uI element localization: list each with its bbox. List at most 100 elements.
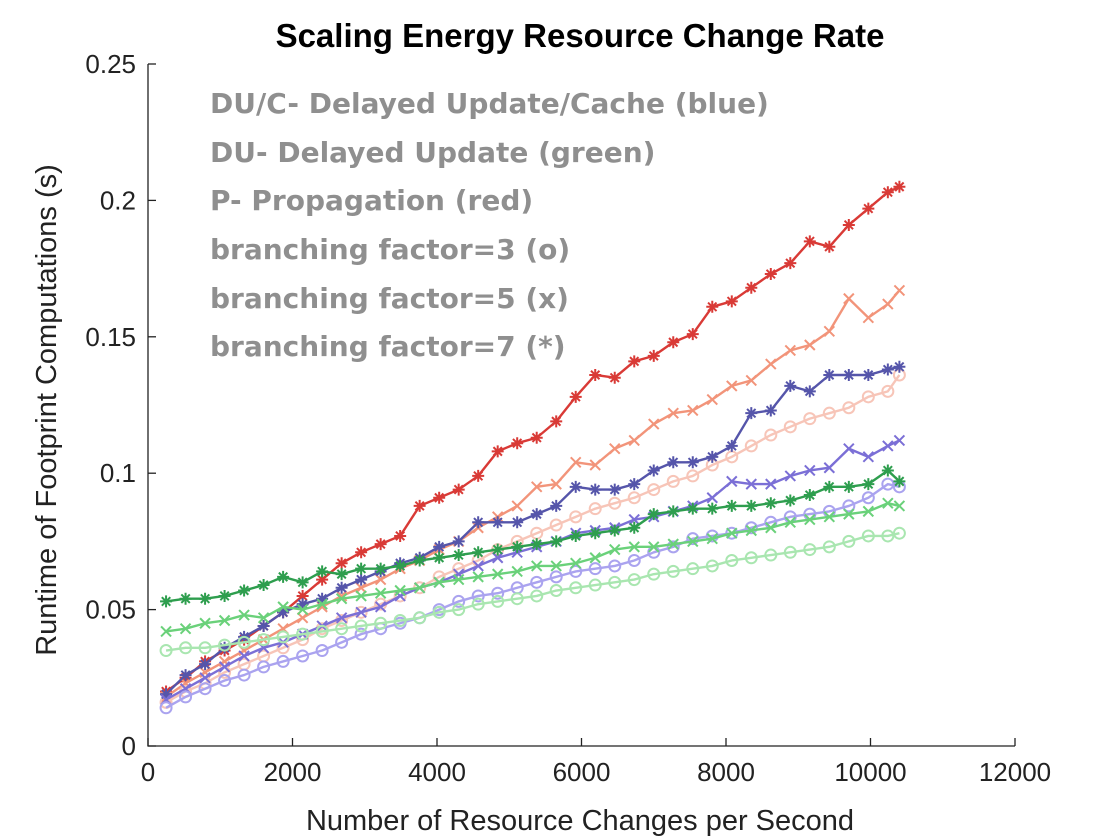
y-tick-label: 0.25: [85, 49, 136, 79]
data-point: [511, 500, 523, 512]
data-point: [218, 614, 231, 627]
data-point: [296, 627, 310, 641]
data-point: [238, 650, 250, 662]
data-point: [589, 483, 602, 496]
data-point: [511, 565, 523, 578]
data-point: [218, 638, 232, 652]
data-point: [647, 483, 661, 497]
data-point: [257, 660, 271, 674]
data-point: [550, 415, 563, 428]
data-point: [803, 489, 816, 502]
data-point: [783, 420, 797, 434]
data-point: [179, 592, 192, 605]
data-point: [804, 464, 816, 477]
data-point: [648, 541, 660, 553]
data-point: [823, 511, 836, 523]
data-point: [549, 570, 563, 584]
data-point: [608, 371, 621, 384]
data-point: [199, 672, 211, 684]
data-point: [277, 570, 290, 583]
y-tick-label: 0.05: [85, 595, 136, 625]
data-point: [218, 674, 232, 688]
data-point: [316, 598, 328, 610]
data-point: [647, 464, 660, 477]
data-point: [843, 508, 855, 520]
data-point: [882, 497, 894, 509]
data-point: [316, 592, 329, 605]
data-point: [218, 589, 231, 602]
data-point: [765, 358, 777, 370]
data-point: [316, 573, 329, 586]
data-point: [686, 502, 699, 515]
data-point: [355, 546, 368, 559]
data-point: [706, 492, 718, 504]
data-point: [628, 355, 641, 368]
data-point: [355, 562, 368, 575]
data-point: [452, 483, 465, 496]
data-point: [394, 559, 407, 572]
data-point: [530, 589, 544, 603]
data-point: [843, 292, 855, 305]
data-point: [433, 540, 446, 553]
data-point: [569, 564, 583, 578]
data-point: [491, 586, 505, 600]
data-point: [257, 612, 270, 624]
data-point: [296, 576, 309, 589]
data-point: [881, 363, 894, 376]
data-point: [296, 612, 309, 624]
data-point: [706, 532, 718, 545]
series-line: [165, 532, 900, 652]
data-point: [823, 240, 836, 253]
data-point: [511, 437, 524, 450]
data-point: [511, 516, 524, 529]
data-point: [374, 562, 387, 575]
data-point: [687, 535, 699, 548]
data-point: [842, 401, 856, 415]
data-point: [804, 513, 816, 526]
data-point: [413, 499, 426, 512]
data-point: [803, 385, 816, 398]
data-point: [609, 442, 621, 455]
data-point: [530, 538, 543, 551]
x-tick-label: 10000: [834, 757, 906, 787]
data-point: [354, 619, 368, 633]
data-point: [179, 622, 192, 635]
data-point: [784, 344, 797, 357]
data-point: [893, 475, 906, 488]
data-point: [686, 328, 699, 341]
data-point: [667, 456, 680, 469]
data-point: [745, 407, 758, 420]
data-point: [315, 624, 329, 638]
data-point: [842, 534, 856, 548]
data-point: [550, 499, 563, 512]
annotation-line-1: DU/C- Delayed Update/Cache (blue): [210, 87, 769, 120]
data-point: [335, 592, 348, 605]
data-point: [648, 418, 660, 430]
data-point: [892, 526, 906, 540]
data-point: [570, 456, 582, 468]
data-point: [472, 560, 484, 572]
y-axis-label: Runtime of Footprint Computations (s): [31, 164, 63, 656]
data-point: [354, 605, 368, 619]
data-point: [491, 445, 504, 458]
data-point: [667, 407, 679, 419]
data-point: [335, 581, 348, 594]
data-point: [823, 462, 836, 474]
data-point: [861, 491, 875, 505]
data-point: [589, 459, 601, 471]
data-point: [686, 469, 700, 483]
data-point: [627, 553, 641, 567]
data-point: [238, 584, 251, 597]
data-point: [804, 339, 816, 351]
data-point: [881, 186, 894, 199]
data-point: [823, 325, 836, 338]
annotation-line-2: DU- Delayed Update (green): [210, 136, 655, 169]
data-point: [784, 516, 797, 529]
data-point: [803, 412, 817, 426]
data-point: [394, 529, 407, 542]
data-point: [589, 527, 602, 540]
chart-title: Scaling Energy Resource Change Rate: [276, 17, 885, 54]
data-point: [296, 603, 309, 616]
